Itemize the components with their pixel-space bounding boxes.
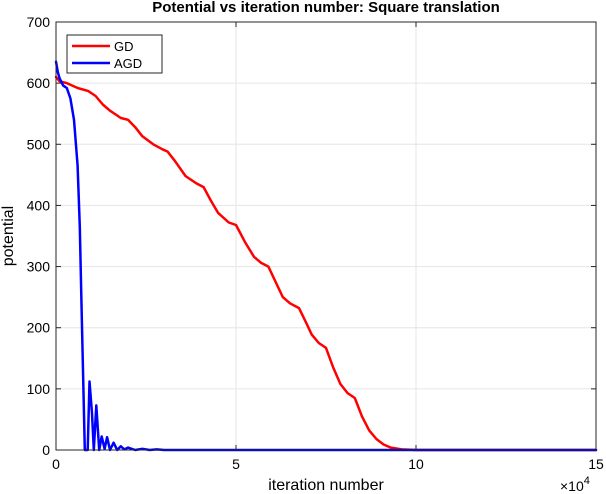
- y-tick-label: 700: [27, 14, 51, 30]
- y-tick-label: 500: [27, 136, 51, 152]
- x-tick-label: 0: [52, 456, 60, 472]
- y-tick-label: 0: [42, 442, 50, 458]
- y-tick-label: 100: [27, 381, 51, 397]
- x-multiplier: ×104: [560, 475, 590, 494]
- plot-area: [56, 22, 596, 450]
- legend: GD AGD: [66, 34, 163, 74]
- series-line-gd: [54, 75, 598, 452]
- y-tick-label: 200: [27, 320, 51, 336]
- y-tick-label: 600: [27, 75, 51, 91]
- x-tick-label: 5: [232, 456, 240, 472]
- legend-box: [66, 34, 163, 74]
- y-axis-title: potential: [0, 206, 17, 267]
- grid: [55, 21, 597, 451]
- y-tick-label: 300: [27, 259, 51, 275]
- x-multiplier-exponent: 4: [584, 475, 590, 487]
- chart-title: Potential vs iteration number: Square tr…: [152, 0, 500, 16]
- x-tick-label: 15: [588, 456, 604, 472]
- plot-frame: [55, 21, 597, 451]
- ticks: 0 5 10 15 0 100 200 300 400 500 600 700: [27, 14, 604, 472]
- x-tick-label: 10: [408, 456, 424, 472]
- legend-label-gd: GD: [114, 39, 134, 54]
- x-multiplier-base: ×10: [560, 478, 584, 494]
- y-tick-label: 400: [27, 197, 51, 213]
- legend-label-agd: AGD: [114, 56, 142, 71]
- x-axis-title: iteration number: [268, 477, 384, 494]
